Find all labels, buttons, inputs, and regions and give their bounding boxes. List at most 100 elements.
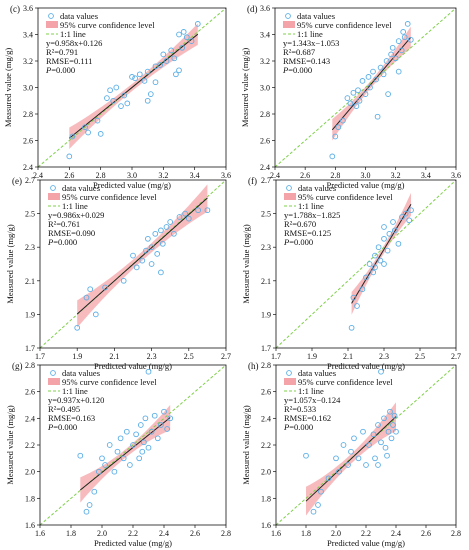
legend-band-swatch <box>284 193 296 200</box>
legend-confidence: 95% curve confidence level <box>298 192 393 202</box>
legend-points-swatch <box>50 370 56 376</box>
y-tick-label: 3.4 <box>260 31 270 40</box>
x-tick-label: 3.2 <box>158 171 168 180</box>
legend-band-swatch <box>48 378 60 385</box>
data-point <box>204 207 211 214</box>
x-tick-label: 2.6 <box>190 529 200 538</box>
data-point <box>171 55 178 62</box>
y-axis-label: Measured value (mg/g) <box>241 224 251 303</box>
stat-line: RMSE=0.162 <box>284 413 331 423</box>
data-point <box>370 269 377 276</box>
data-point <box>163 58 170 64</box>
legend-confidence: 95% curve confidence level <box>298 377 393 387</box>
data-point <box>375 462 381 468</box>
stat-line: RMSE=0.090 <box>48 228 95 238</box>
y-tick-label: 2.0 <box>25 468 35 477</box>
data-point <box>370 431 377 438</box>
x-tick-label: 1.6 <box>35 529 45 538</box>
y-tick-label: 2.3 <box>261 243 271 252</box>
x-tick-label: 2.4 <box>159 529 169 538</box>
x-tick-label: 1.9 <box>72 352 82 361</box>
fit-line <box>79 417 171 491</box>
data-point <box>388 51 394 58</box>
stat-line: RMSE=0.143 <box>283 56 330 66</box>
data-point <box>303 452 309 459</box>
y-tick-label: 1.6 <box>261 521 271 530</box>
x-axis-label: Predicted value (mg/g) <box>327 180 405 190</box>
legend-data-values: data values <box>62 368 100 378</box>
data-point <box>127 462 133 468</box>
x-tick-label: 1.9 <box>307 352 317 361</box>
data-point <box>148 244 155 251</box>
panel-f: 1.7 1.9 2.1 2.3 2.5 2.7 1.7 1.9 2.1 2.3 2.5 2.7 Pred… <box>241 176 461 371</box>
x-tick-label: 2.0 <box>97 529 107 538</box>
data-point <box>163 224 170 230</box>
data-point <box>340 117 346 124</box>
y-tick-label: 1.6 <box>25 521 35 530</box>
y-tick-label: 2.4 <box>25 414 35 423</box>
data-point <box>392 55 399 62</box>
data-point <box>180 29 187 35</box>
panel-h: 1.6 1.8 2.0 2.2 2.4 2.6 2.8 1.6 1.8 2.0 2.2 2.4 2.6 2… <box>241 361 461 548</box>
legend-one-to-one: 1:1 line <box>62 386 88 396</box>
data-point <box>372 455 378 462</box>
data-point <box>87 286 94 293</box>
data-point <box>344 95 351 101</box>
legend-band-swatch <box>48 193 60 200</box>
data-point <box>74 324 81 331</box>
x-axis-label: Predicted value (mg/g) <box>327 361 405 371</box>
x-tick-label: 2.3 <box>379 352 389 361</box>
data-point <box>167 415 174 422</box>
data-point <box>142 415 149 422</box>
data-point <box>148 261 155 267</box>
data-point <box>354 303 360 309</box>
stat-line: R²=0.791 <box>46 47 78 57</box>
y-tick-label: 3.0 <box>23 84 33 93</box>
data-point <box>110 97 117 104</box>
data-point <box>167 219 174 225</box>
data-point <box>139 257 146 264</box>
x-tick-label: 2.8 <box>451 529 461 538</box>
stat-line: y=0.986x+0.029 <box>48 210 104 220</box>
legend-one-to-one: 1:1 line <box>298 386 324 396</box>
data-point <box>136 71 143 78</box>
data-point <box>395 38 402 44</box>
stat-line: RMSE=0.163 <box>48 413 95 423</box>
data-point <box>182 210 188 217</box>
legend-points-swatch <box>286 185 292 191</box>
panel-e: 1.7 1.9 2.1 2.3 2.5 2.7 1.7 1.9 2.1 2.3 2.5 2.7 Pred… <box>5 176 231 371</box>
data-point <box>106 442 113 448</box>
data-point <box>363 274 369 281</box>
data-point <box>348 448 354 455</box>
data-point <box>400 29 407 35</box>
data-point <box>107 87 113 94</box>
x-tick-label: 2.0 <box>331 529 341 538</box>
data-point <box>195 207 201 214</box>
data-point <box>390 219 396 225</box>
data-point <box>374 113 381 120</box>
y-axis-label: Measured value (mg/g) <box>5 405 15 484</box>
data-point <box>130 252 136 259</box>
stat-line: R²=0.533 <box>284 404 316 414</box>
data-point <box>390 422 396 428</box>
panel-label: (g) <box>12 361 23 371</box>
legend-confidence: 95% curve confidence level <box>62 377 157 387</box>
data-point <box>335 124 342 131</box>
data-point <box>391 412 398 419</box>
x-tick-label: 2.4 <box>33 171 43 180</box>
data-point <box>154 251 161 257</box>
data-point <box>336 468 342 475</box>
data-point <box>120 455 127 462</box>
data-point <box>377 64 384 71</box>
legend-points-swatch <box>50 185 56 191</box>
y-axis-label: Measured value (mg/g) <box>240 48 250 127</box>
data-point <box>378 439 384 446</box>
data-point <box>185 215 192 222</box>
data-point <box>139 448 146 455</box>
data-point <box>144 68 151 75</box>
data-point <box>351 435 357 442</box>
data-point <box>393 428 399 435</box>
data-point <box>113 84 120 91</box>
data-point <box>152 79 159 86</box>
data-point <box>129 74 135 80</box>
